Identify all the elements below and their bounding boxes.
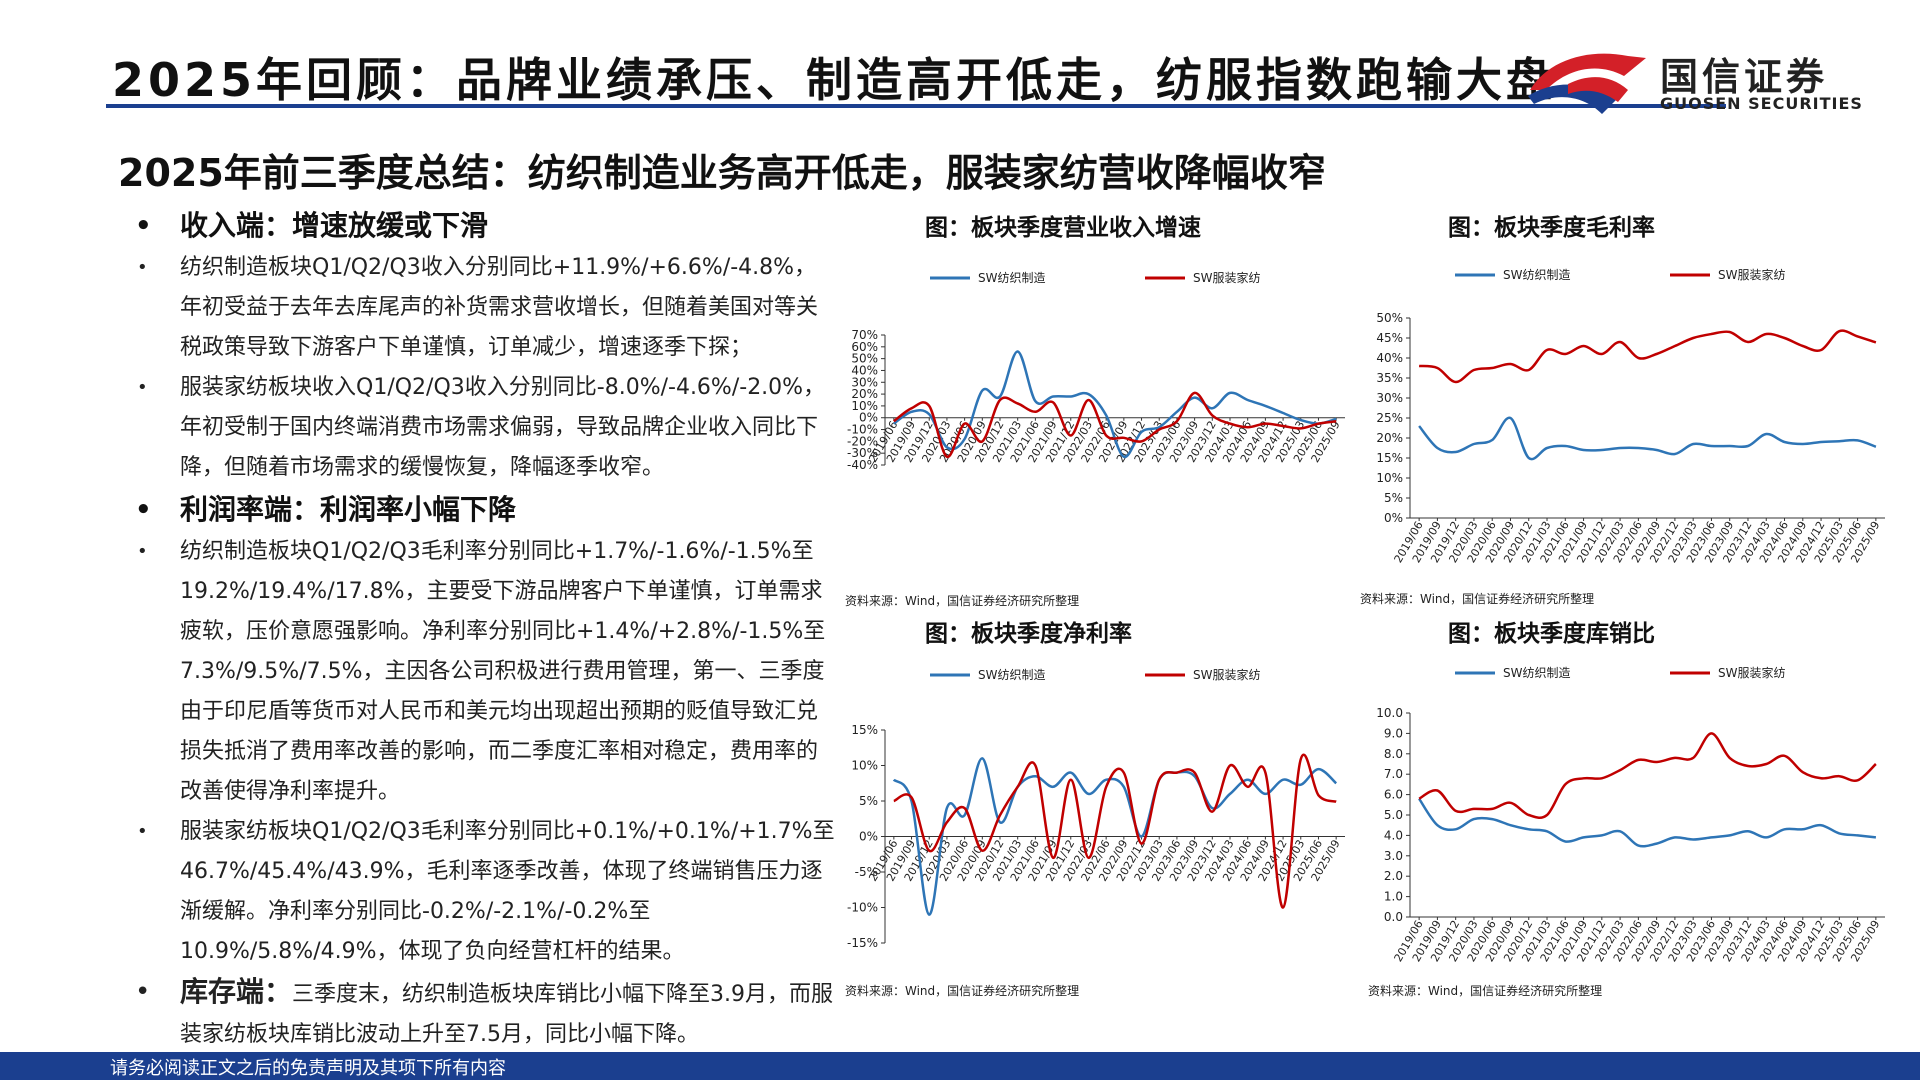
y-tick-label-revenue: 60% — [851, 340, 878, 354]
legend-label-net-0: SW纺织制造 — [978, 668, 1045, 682]
y-tick-label-gross: 0% — [1384, 511, 1403, 525]
y-tick-label-inventory: 4.0 — [1384, 828, 1403, 842]
y-tick-label-net: 10% — [851, 759, 878, 773]
y-tick-label-inventory: 10.0 — [1376, 706, 1403, 720]
header: 2025年回顾：品牌业绩承压、制造高开低走，纺服指数跑输大盘 国信证券 GUOS… — [0, 0, 1920, 114]
chart-title-inventory-ratio: 图：板块季度库销比 — [1448, 621, 1655, 647]
y-tick-label-revenue: 70% — [851, 328, 878, 342]
legend-label-gross-1: SW服装家纺 — [1718, 267, 1785, 282]
series-line-net-textile-manufacturing — [892, 757, 1338, 916]
logo-text-cn: 国信证券 — [1660, 55, 1829, 99]
chart-source-net-margin: 资料来源：Wind，国信证券经济研究所整理 — [845, 984, 1080, 998]
y-tick-label-revenue: -10% — [847, 423, 878, 437]
y-tick-label-inventory: 7.0 — [1384, 767, 1403, 781]
header-divider — [106, 104, 1726, 108]
chart-title-gross-margin: 图：板块季度毛利率 — [1448, 215, 1655, 241]
y-tick-label-gross: 20% — [1376, 431, 1403, 445]
profit-paragraph-1: 纺织制造板块Q1/Q2/Q3毛利率分别同比+1.7%/-1.6%/-1.5%至1… — [135, 532, 835, 812]
series-line-net-apparel-home-textile — [893, 753, 1337, 909]
inventory-heading: 库存端： — [180, 975, 293, 1008]
series-line-inventory-textile-manufacturing — [1418, 797, 1877, 848]
logo-mark-icon — [1528, 53, 1646, 114]
series-line-gross-textile-manufacturing — [1418, 416, 1877, 461]
series-line-revenue-apparel-home-textile — [893, 391, 1337, 458]
y-tick-label-gross: 45% — [1376, 331, 1403, 345]
legend-label-inventory-1: SW服装家纺 — [1718, 665, 1785, 680]
y-tick-label-revenue: 0% — [859, 411, 878, 425]
summary-text: 收入端：增速放缓或下滑 纺织制造板块Q1/Q2/Q3收入分别同比+11.9%/+… — [135, 204, 835, 1055]
y-tick-label-revenue: 40% — [851, 363, 878, 377]
y-tick-label-net: 15% — [851, 723, 878, 737]
y-tick-label-net: -10% — [847, 901, 878, 915]
y-tick-label-revenue: -20% — [847, 434, 878, 448]
y-tick-label-net: -15% — [847, 936, 878, 950]
y-tick-label-inventory: 0.0 — [1384, 910, 1403, 924]
y-tick-label-gross: 5% — [1384, 491, 1403, 505]
legend-label-inventory-0: SW纺织制造 — [1503, 666, 1570, 680]
y-tick-label-inventory: 5.0 — [1384, 808, 1403, 822]
legend-label-revenue-0: SW纺织制造 — [978, 271, 1045, 285]
y-tick-label-net: -5% — [855, 865, 878, 879]
inventory-text: 三季度末，纺织制造板块库销比小幅下降至3.9月，而服装家纺板块库销比波动上升至7… — [180, 982, 834, 1047]
y-tick-label-gross: 15% — [1376, 451, 1403, 465]
gross-margin-chart: SW纺织制造 SW服装家纺 0% 5% 10% 15% 20% 25% 30% 35% 40% 45%… — [1376, 267, 1885, 565]
revenue-growth-chart: SW纺织制造 SW服装家纺 -40%-30%-20%-10%0%10%20%30%4… — [847, 270, 1345, 472]
profit-heading: 利润率端：利润率小幅下降 — [135, 488, 835, 532]
y-tick-label-net: 0% — [859, 830, 878, 844]
net-margin-chart: SW纺织制造 SW服装家纺-15%-10%-5%0%5%10%15%2019/06… — [847, 667, 1345, 950]
y-tick-label-gross: 25% — [1376, 411, 1403, 425]
y-tick-label-gross: 10% — [1376, 471, 1403, 485]
logo-text-en: GUOSEN SECURITIES — [1660, 94, 1863, 113]
y-tick-label-inventory: 8.0 — [1384, 747, 1403, 761]
series-line-gross-apparel-home-textile — [1418, 329, 1877, 384]
y-tick-label-revenue: 50% — [851, 352, 878, 366]
y-tick-label-gross: 40% — [1376, 351, 1403, 365]
y-tick-label-net: 5% — [859, 794, 878, 808]
disclaimer-text: 请务必阅读正文之后的免责声明及其项下所有内容 — [110, 1058, 506, 1079]
legend-label-revenue-1: SW服装家纺 — [1193, 270, 1260, 285]
y-tick-label-inventory: 9.0 — [1384, 726, 1403, 740]
series-line-inventory-apparel-home-textile — [1418, 732, 1877, 820]
y-tick-label-revenue: 30% — [851, 375, 878, 389]
profit-paragraph-2: 服装家纺板块Q1/Q2/Q3毛利率分别同比+0.1%/+0.1%/+1.7%至4… — [135, 812, 835, 972]
inventory-paragraph: 库存端：三季度末，纺织制造板块库销比小幅下降至3.9月，而服装家纺板块库销比波动… — [135, 972, 835, 1055]
legend-label-gross-0: SW纺织制造 — [1503, 268, 1570, 282]
y-tick-label-gross: 30% — [1376, 391, 1403, 405]
y-tick-label-revenue: 10% — [851, 399, 878, 413]
revenue-heading: 收入端：增速放缓或下滑 — [135, 204, 835, 248]
revenue-paragraph-1: 纺织制造板块Q1/Q2/Q3收入分别同比+11.9%/+6.6%/-4.8%，年… — [135, 248, 835, 368]
company-logo: 国信证券 GUOSEN SECURITIES — [1528, 44, 1908, 114]
y-tick-label-inventory: 1.0 — [1384, 890, 1403, 904]
chart-title-revenue: 图：板块季度营业收入增速 — [925, 215, 1201, 241]
y-tick-label-revenue: 20% — [851, 387, 878, 401]
y-tick-label-gross: 35% — [1376, 371, 1403, 385]
y-tick-label-revenue: -30% — [847, 446, 878, 460]
revenue-paragraph-2: 服装家纺板块收入Q1/Q2/Q3收入分别同比-8.0%/-4.6%/-2.0%，… — [135, 368, 835, 488]
section-subtitle: 2025年前三季度总结：纺织制造业务高开低走，服装家纺营收降幅收窄 — [118, 151, 1326, 195]
inventory-sales-ratio-chart: SW纺织制造 SW服装家纺 0.0 1.0 2.0 3.0 4.0 5.0 6.0 7.0 8.0 9… — [1376, 665, 1885, 964]
chart-source-gross-margin: 资料来源：Wind，国信证券经济研究所整理 — [1360, 592, 1595, 606]
footer-bar: 请务必阅读正文之后的免责声明及其项下所有内容 — [0, 1052, 1920, 1080]
y-tick-label-inventory: 3.0 — [1384, 849, 1403, 863]
chart-source-revenue: 资料来源：Wind，国信证券经济研究所整理 — [845, 594, 1080, 608]
chart-source-inventory-ratio: 资料来源：Wind，国信证券经济研究所整理 — [1368, 984, 1603, 998]
y-tick-label-revenue: -40% — [847, 458, 878, 472]
chart-title-net-margin: 图：板块季度净利率 — [925, 621, 1132, 647]
y-tick-label-inventory: 2.0 — [1384, 869, 1403, 883]
legend-label-net-1: SW服装家纺 — [1193, 667, 1260, 682]
page-title: 2025年回顾：品牌业绩承压、制造高开低走，纺服指数跑输大盘 — [112, 53, 1557, 107]
y-tick-label-inventory: 6.0 — [1384, 788, 1403, 802]
y-tick-label-gross: 50% — [1376, 311, 1403, 325]
